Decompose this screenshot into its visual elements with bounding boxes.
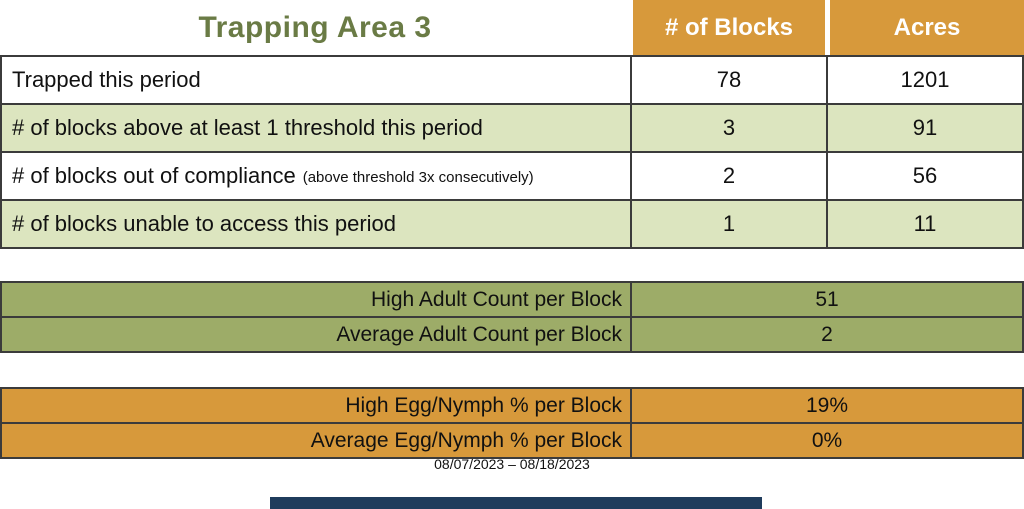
table-row-average-egg-nymph: Average Egg/Nymph % per Block 0%: [2, 422, 1022, 457]
adult-count-table: High Adult Count per Block 51 Average Ad…: [0, 281, 1024, 353]
row-value: 2: [821, 322, 833, 346]
date-range-label: 08/07/2023 – 08/18/2023: [434, 456, 590, 472]
trapping-summary-table: Trapping Area 3 # of Blocks Acres Trappe…: [0, 0, 1024, 249]
row-acres-value: 91: [828, 105, 1024, 151]
row-label: High Egg/Nymph % per Block: [2, 389, 632, 422]
row-label: # of blocks out of compliance (above thr…: [0, 153, 632, 199]
row-label: Average Egg/Nymph % per Block: [2, 424, 632, 457]
row-label-note: (above threshold 3x consecutively): [302, 169, 534, 186]
row-acres-value: 1201: [828, 57, 1024, 103]
row-blocks-value: 78: [632, 57, 828, 103]
row-label: # of blocks above at least 1 threshold t…: [0, 105, 632, 151]
row-label: Trapped this period: [0, 57, 632, 103]
row-blocks-value: 3: [632, 105, 828, 151]
page-title: Trapping Area 3: [198, 10, 432, 44]
row-acres-value: 56: [828, 153, 1024, 199]
table-row-high-egg-nymph: High Egg/Nymph % per Block 19%: [2, 389, 1022, 422]
col-header-blocks: # of Blocks: [633, 0, 825, 55]
col-header-acres: Acres: [830, 0, 1024, 55]
row-acres-value: 11: [828, 201, 1024, 247]
table-row-average-adult-count: Average Adult Count per Block 2: [2, 316, 1022, 351]
bottom-accent-bar: [270, 497, 762, 509]
row-label-text: # of blocks above at least 1 threshold t…: [12, 115, 483, 140]
row-blocks-value: 2: [632, 153, 828, 199]
egg-nymph-table: High Egg/Nymph % per Block 19% Average E…: [0, 387, 1024, 459]
table-row-high-adult-count: High Adult Count per Block 51: [2, 283, 1022, 316]
table-row-out-of-compliance: # of blocks out of compliance (above thr…: [0, 151, 1024, 199]
row-value: 19%: [805, 393, 849, 417]
row-label-text: # of blocks unable to access this period: [12, 211, 397, 236]
table-row-trapped: Trapped this period 78 1201: [0, 55, 1024, 103]
row-label: Average Adult Count per Block: [2, 318, 632, 351]
row-value: 0%: [811, 428, 843, 452]
table-row-above-threshold: # of blocks above at least 1 threshold t…: [0, 103, 1024, 151]
table-header-row: Trapping Area 3 # of Blocks Acres: [0, 0, 1024, 55]
row-label: High Adult Count per Block: [2, 283, 632, 316]
row-label: # of blocks unable to access this period: [0, 201, 632, 247]
row-blocks-value: 1: [632, 201, 828, 247]
table-row-unable-to-access: # of blocks unable to access this period…: [0, 199, 1024, 249]
row-label-text: # of blocks out of compliance: [12, 163, 296, 188]
row-value: 51: [815, 287, 839, 311]
row-label-text: Trapped this period: [12, 67, 201, 92]
